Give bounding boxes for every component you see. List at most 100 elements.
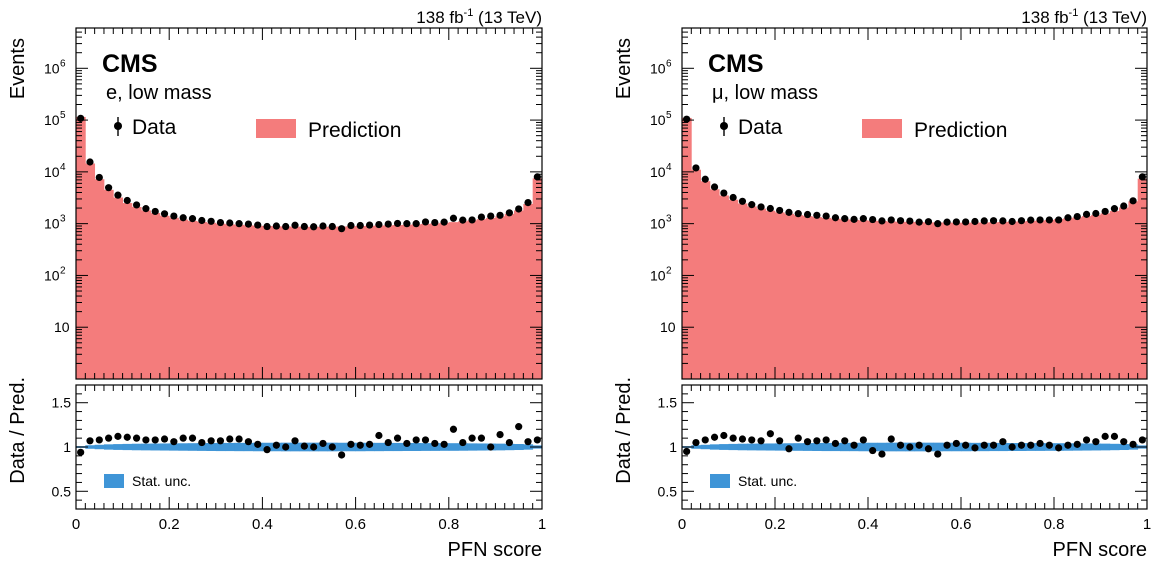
data-point [1017,217,1026,225]
ratio-point [403,439,411,448]
data-point [748,201,756,209]
y-tick-base: 10 [44,60,60,76]
data-point [934,220,942,228]
x-tick-label: 0 [72,516,80,533]
ratio-point [151,436,159,444]
ratio-point [1027,441,1035,449]
y-tick-base: 10 [44,267,60,283]
data-point [384,220,392,228]
stat-unc-bin [336,442,347,452]
data-point [524,198,532,207]
data-point [244,220,253,228]
ratio-x-ticks: 0 0.2 0.4 0.6 0.8 1 [678,385,1151,533]
ratio-point [896,441,905,449]
prediction-bar [514,210,524,379]
prediction-bar [923,222,934,379]
ratio-point [86,437,94,445]
x-tick-label: 0.8 [1044,516,1065,533]
ratio-point [365,440,374,448]
data-point [328,222,336,231]
experiment-label: CMS [708,50,764,78]
stat-unc-bin [691,445,701,449]
ratio-point [692,438,700,447]
ratio-point [235,435,243,443]
ratio-point [924,445,933,453]
ratio-point [347,440,355,448]
ratio-point [291,437,299,445]
lumi-value: 138 fb [416,8,463,27]
prediction-bar [364,225,375,379]
ratio-y-axis-label: Data / Pred. [613,377,635,484]
ratio-y-tick-label: 1 [669,439,677,455]
ratio-point [515,423,523,431]
ratio-y-tick-label: 1.5 [658,395,678,411]
prediction-bar [1063,218,1073,379]
y-tick-exponent: 5 [60,110,66,121]
stat-unc-bin [131,443,142,451]
stat-unc-bin [159,443,170,451]
ratio-point [77,448,85,456]
y-tick-label: 10 2 [44,265,66,283]
data-point [701,175,709,183]
prediction-bar [318,226,329,379]
stat-unc-bin [243,442,254,452]
prediction-bar [383,225,394,379]
ratio-point [338,451,346,459]
ratio-point [468,434,476,442]
prediction-bar [448,222,459,379]
y-tick-exponent: 5 [666,110,672,121]
data-point [347,221,355,230]
ratio-point [878,450,886,458]
stat-unc-bin [523,444,534,450]
ratio-point [999,438,1007,446]
prediction-bar [1044,219,1055,379]
prediction-bar [933,222,943,379]
ratio-point [738,435,747,443]
ratio-y-tick-label: 1 [63,439,71,455]
data-point [477,213,486,221]
ratio-point [841,437,849,445]
prediction-bar [392,225,403,379]
prediction-bar [1081,216,1092,379]
prediction-bar [775,212,785,379]
stat-unc-bin [187,443,198,451]
data-point [77,114,85,122]
x-axis-label: PFN score [1053,539,1147,561]
lumi-exponent: -1 [1069,7,1079,19]
lumi-label: 138 fb-1 (13 TeV) [416,7,542,27]
ratio-point [1055,444,1063,452]
data-point [86,158,94,166]
stat-unc-bin [206,443,217,451]
stat-unc-bin [737,443,748,451]
data-point [869,215,877,224]
data-point [291,221,299,229]
data-point [1036,216,1044,224]
y-tick-base: 10 [44,112,60,128]
prediction-bar [234,224,245,379]
data-point [803,210,812,219]
prediction-bar [122,203,133,379]
ratio-point [105,434,113,442]
ratio-point [272,441,280,449]
data-point [1129,197,1137,205]
ratio-point [1129,440,1137,448]
stat-unc-bin [1119,443,1129,451]
ratio-point [95,436,103,444]
legend-data-label: Data [132,116,177,139]
prediction-bar [113,197,123,379]
prediction-bar [504,213,515,379]
ratio-point [412,436,420,444]
ratio-point [934,450,942,458]
ratio-point [226,435,234,443]
data-point [1120,202,1128,210]
data-point [1008,217,1016,226]
data-point [114,191,122,199]
data-point [971,217,979,226]
prediction-bar [1026,220,1036,379]
prediction-bar [327,226,338,379]
data-point [263,222,271,231]
prediction-bar [467,220,478,379]
data-point [1073,212,1081,221]
stat-unc-bin [420,443,431,451]
